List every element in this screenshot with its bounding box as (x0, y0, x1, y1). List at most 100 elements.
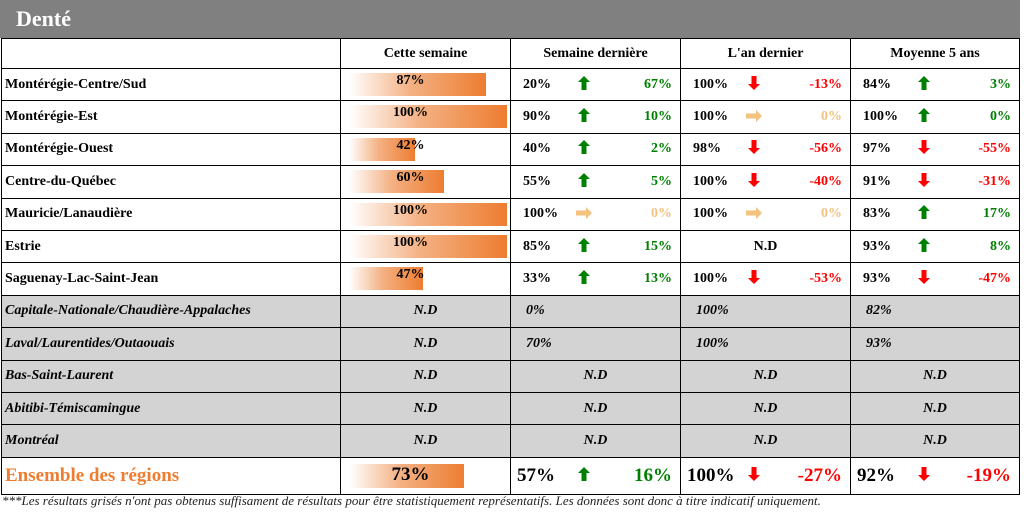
an-dernier-cell: N.D (680, 229, 851, 264)
delta: -13% (809, 76, 842, 92)
cette-semaine-value: 42% (396, 137, 425, 153)
semaine-derniere-cell: 100% 0% (510, 197, 681, 231)
delta: 0% (651, 206, 672, 222)
value: 57% (517, 464, 555, 486)
semaine-derniere-cell: 90% 10% (510, 100, 681, 134)
value: 100% (863, 109, 898, 125)
moyenne-5-ans-cell: N.D (850, 424, 1020, 458)
semaine-derniere-cell: N.D (510, 424, 681, 458)
region-name: Montréal (1, 424, 341, 458)
region-name: Bas-Saint-Laurent (1, 359, 341, 393)
table-row: Saguenay-Lac-Saint-Jean 47% 33% 13% 100% -53%… (1, 262, 1020, 296)
header-cette-semaine: Cette semaine (340, 38, 511, 69)
an-dernier-cell: 100% -53% (680, 262, 851, 296)
cette-semaine-cell: N.D (340, 359, 511, 393)
delta: -40% (809, 173, 842, 189)
delta: 10% (644, 109, 672, 125)
table-row-grey: Capitale-Nationale/Chaudière-Appalaches N… (1, 294, 1020, 329)
arrow-up-icon (909, 204, 939, 224)
value: 98% (693, 141, 721, 157)
cette-semaine-value: 47% (396, 267, 425, 283)
delta: -55% (978, 141, 1011, 157)
moyenne-5-ans-cell: 91% -31% (850, 165, 1020, 199)
page-title: Denté (0, 0, 1020, 38)
cette-semaine-cell: 87% (340, 67, 511, 102)
arrow-right-icon (739, 107, 769, 127)
value: 93% (863, 238, 891, 254)
results-table: Cette semaine Semaine dernière L'an dern… (1, 38, 1020, 495)
an-dernier-cell: 100% -40% (680, 165, 851, 199)
cette-semaine-cell: 73% (340, 456, 511, 495)
progress-bar (349, 234, 507, 258)
value: 100% (693, 109, 728, 125)
delta: 3% (990, 76, 1011, 92)
table-header-row: Cette semaine Semaine dernière L'an dern… (1, 38, 1020, 69)
arrow-up-icon (909, 75, 939, 95)
table-row-grey: Montréal N.D N.D N.D N.D (1, 424, 1020, 458)
region-name: Montérégie-Centre/Sud (1, 67, 341, 102)
table-row: Centre-du-Québec 60% 55% 5% 100% -40% 91% -31% (1, 165, 1020, 199)
region-name: Montérégie-Est (1, 100, 341, 134)
semaine-derniere-cell: N.D (510, 359, 681, 393)
semaine-derniere-cell: 0% (510, 294, 681, 329)
delta: 16% (634, 464, 672, 486)
arrow-up-icon (569, 237, 599, 257)
moyenne-5-ans-cell: 100% 0% (850, 100, 1020, 134)
semaine-derniere-cell: N.D (510, 391, 681, 426)
moyenne-5-ans-cell: 97% -55% (850, 132, 1020, 167)
arrow-down-icon (909, 466, 939, 486)
footnote: ***Les résultats grisés n'ont pas obtenu… (2, 493, 821, 508)
an-dernier-cell: N.D (680, 424, 851, 458)
value: 100% (693, 76, 728, 92)
moyenne-5-ans-cell: 83% 17% (850, 197, 1020, 231)
delta: 15% (644, 238, 672, 254)
moyenne-5-ans-cell: 93% 8% (850, 229, 1020, 264)
value: 84% (863, 76, 891, 92)
delta: 13% (644, 271, 672, 287)
cette-semaine-cell: N.D (340, 391, 511, 426)
an-dernier-cell: 100% (680, 294, 851, 329)
cette-semaine-value: 60% (396, 170, 425, 186)
total-row: Ensemble des régions 73% 57% 16% 100% -27% 92%… (1, 456, 1020, 495)
progress-bar (349, 463, 464, 488)
an-dernier-cell: 100% -27% (680, 456, 851, 495)
an-dernier-cell: 100% -13% (680, 67, 851, 102)
region-name: Estrie (1, 229, 341, 264)
value: 91% (863, 173, 891, 189)
cette-semaine-cell: 100% (340, 229, 511, 264)
arrow-down-icon (739, 172, 769, 192)
cette-semaine-value: 100% (393, 234, 428, 250)
moyenne-5-ans-cell: N.D (850, 391, 1020, 426)
delta: 8% (990, 238, 1011, 254)
semaine-derniere-cell: 40% 2% (510, 132, 681, 167)
semaine-derniere-cell: 85% 15% (510, 229, 681, 264)
semaine-derniere-cell: 57% 16% (510, 456, 681, 495)
an-dernier-cell: 98% -56% (680, 132, 851, 167)
progress-bar (349, 105, 507, 129)
moyenne-5-ans-cell: N.D (850, 359, 1020, 393)
delta: 2% (651, 141, 672, 157)
arrow-down-icon (909, 139, 939, 159)
value: 90% (523, 109, 551, 125)
arrow-up-icon (909, 237, 939, 257)
cette-semaine-cell: 60% (340, 165, 511, 199)
cette-semaine-value: 100% (393, 202, 428, 218)
an-dernier-cell: 100% 0% (680, 100, 851, 134)
value: 100% (693, 206, 728, 222)
semaine-derniere-cell: 33% 13% (510, 262, 681, 296)
arrow-up-icon (569, 269, 599, 289)
region-name: Montérégie-Ouest (1, 132, 341, 167)
delta: -31% (978, 173, 1011, 189)
delta: 17% (983, 206, 1011, 222)
delta: 67% (644, 76, 672, 92)
region-name: Capitale-Nationale/Chaudière-Appalaches (1, 294, 341, 329)
region-name: Saguenay-Lac-Saint-Jean (1, 262, 341, 296)
header-an-dernier: L'an dernier (680, 38, 851, 69)
an-dernier-cell: N.D (680, 359, 851, 393)
value: 55% (523, 173, 551, 189)
table-row: Montérégie-Est 100% 90% 10% 100% 0% 100% 0% (1, 100, 1020, 134)
header-semaine-derniere: Semaine dernière (510, 38, 681, 69)
cette-semaine-cell: 100% (340, 100, 511, 134)
cette-semaine-value: 100% (393, 105, 428, 121)
value: 33% (523, 271, 551, 287)
